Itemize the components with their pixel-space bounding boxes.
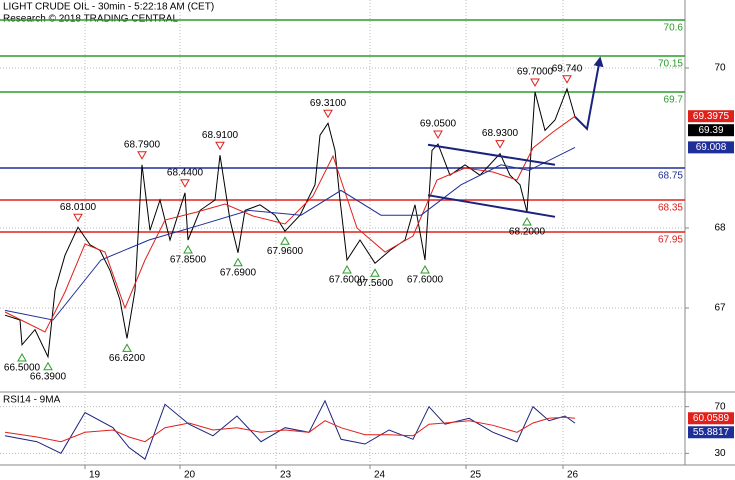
trough-marker xyxy=(342,264,352,274)
chart-subtitle: Research © 2018 TRADING CENTRAL xyxy=(3,14,178,25)
trend-line xyxy=(427,143,556,166)
series-line xyxy=(574,56,604,131)
value-box xyxy=(688,412,734,425)
y-tick-label: 68 xyxy=(714,223,726,234)
peak-label: 69.7000 xyxy=(517,67,554,78)
x-tick-label: 19 xyxy=(89,470,101,480)
peak-marker xyxy=(215,141,225,151)
trough-label: 66.3900 xyxy=(30,371,67,382)
trough-label: 67.6000 xyxy=(407,275,444,286)
level-label: 68.75 xyxy=(658,171,683,182)
peak-label: 68.0100 xyxy=(60,202,97,213)
y-tick-label: 70 xyxy=(714,63,726,74)
value-box xyxy=(688,141,734,154)
peak-marker xyxy=(137,151,147,160)
level-label: 67.95 xyxy=(658,235,683,246)
trough-marker xyxy=(122,343,132,352)
value-box xyxy=(688,124,734,137)
y-tick-label: 70 xyxy=(714,401,726,412)
series-line xyxy=(4,146,576,321)
value-box-label: 60.0589 xyxy=(693,413,730,424)
value-box xyxy=(688,426,734,439)
peak-label: 69.3100 xyxy=(310,98,347,109)
trough-label: 67.9600 xyxy=(267,246,304,257)
trough-label: 66.5000 xyxy=(4,363,41,374)
trough-label: 67.5600 xyxy=(357,278,394,289)
value-box xyxy=(688,110,734,123)
trough-marker xyxy=(280,236,290,245)
x-tick-label: 20 xyxy=(184,470,196,480)
peak-label: 68.9300 xyxy=(482,128,519,139)
level-label: 70.6 xyxy=(664,23,684,34)
peak-marker xyxy=(323,109,333,119)
peak-marker xyxy=(495,140,505,149)
x-tick-label: 24 xyxy=(374,470,386,480)
trough-marker xyxy=(420,264,430,274)
trough-marker xyxy=(370,268,380,277)
trend-line xyxy=(427,194,556,218)
peak-marker xyxy=(433,130,443,140)
y-tick-label: 67 xyxy=(714,303,726,314)
value-box-label: 69.008 xyxy=(696,142,727,153)
value-box-label: 69.3975 xyxy=(693,111,730,122)
trough-marker xyxy=(183,244,193,254)
trough-marker xyxy=(17,352,27,362)
peak-label: 69.740 xyxy=(552,63,583,74)
peak-label: 69.0500 xyxy=(420,119,457,130)
series-line xyxy=(4,399,576,460)
level-label: 68.35 xyxy=(658,203,683,214)
x-tick-label: 25 xyxy=(470,470,482,480)
x-tick-label: 23 xyxy=(280,470,292,480)
trough-label: 67.8500 xyxy=(170,255,207,266)
level-label: 70.15 xyxy=(658,59,683,70)
value-box-label: 55.8817 xyxy=(693,427,730,438)
peak-label: 68.7900 xyxy=(124,139,161,150)
peak-marker xyxy=(562,75,572,84)
peak-marker xyxy=(530,78,540,88)
trough-label: 67.6900 xyxy=(220,267,257,278)
value-box-label: 69.39 xyxy=(698,125,723,136)
trough-label: 66.6200 xyxy=(109,353,146,364)
y-tick-label: 30 xyxy=(714,448,726,459)
peak-marker xyxy=(73,213,83,223)
series-line xyxy=(4,416,576,443)
level-label: 69.7 xyxy=(664,95,684,106)
peak-marker xyxy=(180,179,190,188)
trough-label: 68.2000 xyxy=(509,227,546,238)
x-tick-label: 26 xyxy=(567,470,579,480)
trough-marker xyxy=(233,257,243,267)
peak-label: 68.9100 xyxy=(202,130,239,141)
trough-marker xyxy=(522,216,532,226)
rsi-title: RSI14 - 9MA xyxy=(3,395,61,406)
peak-label: 68.4400 xyxy=(167,167,204,178)
trough-label: 67.6000 xyxy=(329,275,366,286)
chart-title: LIGHT CRUDE OIL - 30min - 5:22:18 AM (CE… xyxy=(3,2,214,13)
trough-marker xyxy=(43,361,53,371)
series-line xyxy=(4,115,576,333)
